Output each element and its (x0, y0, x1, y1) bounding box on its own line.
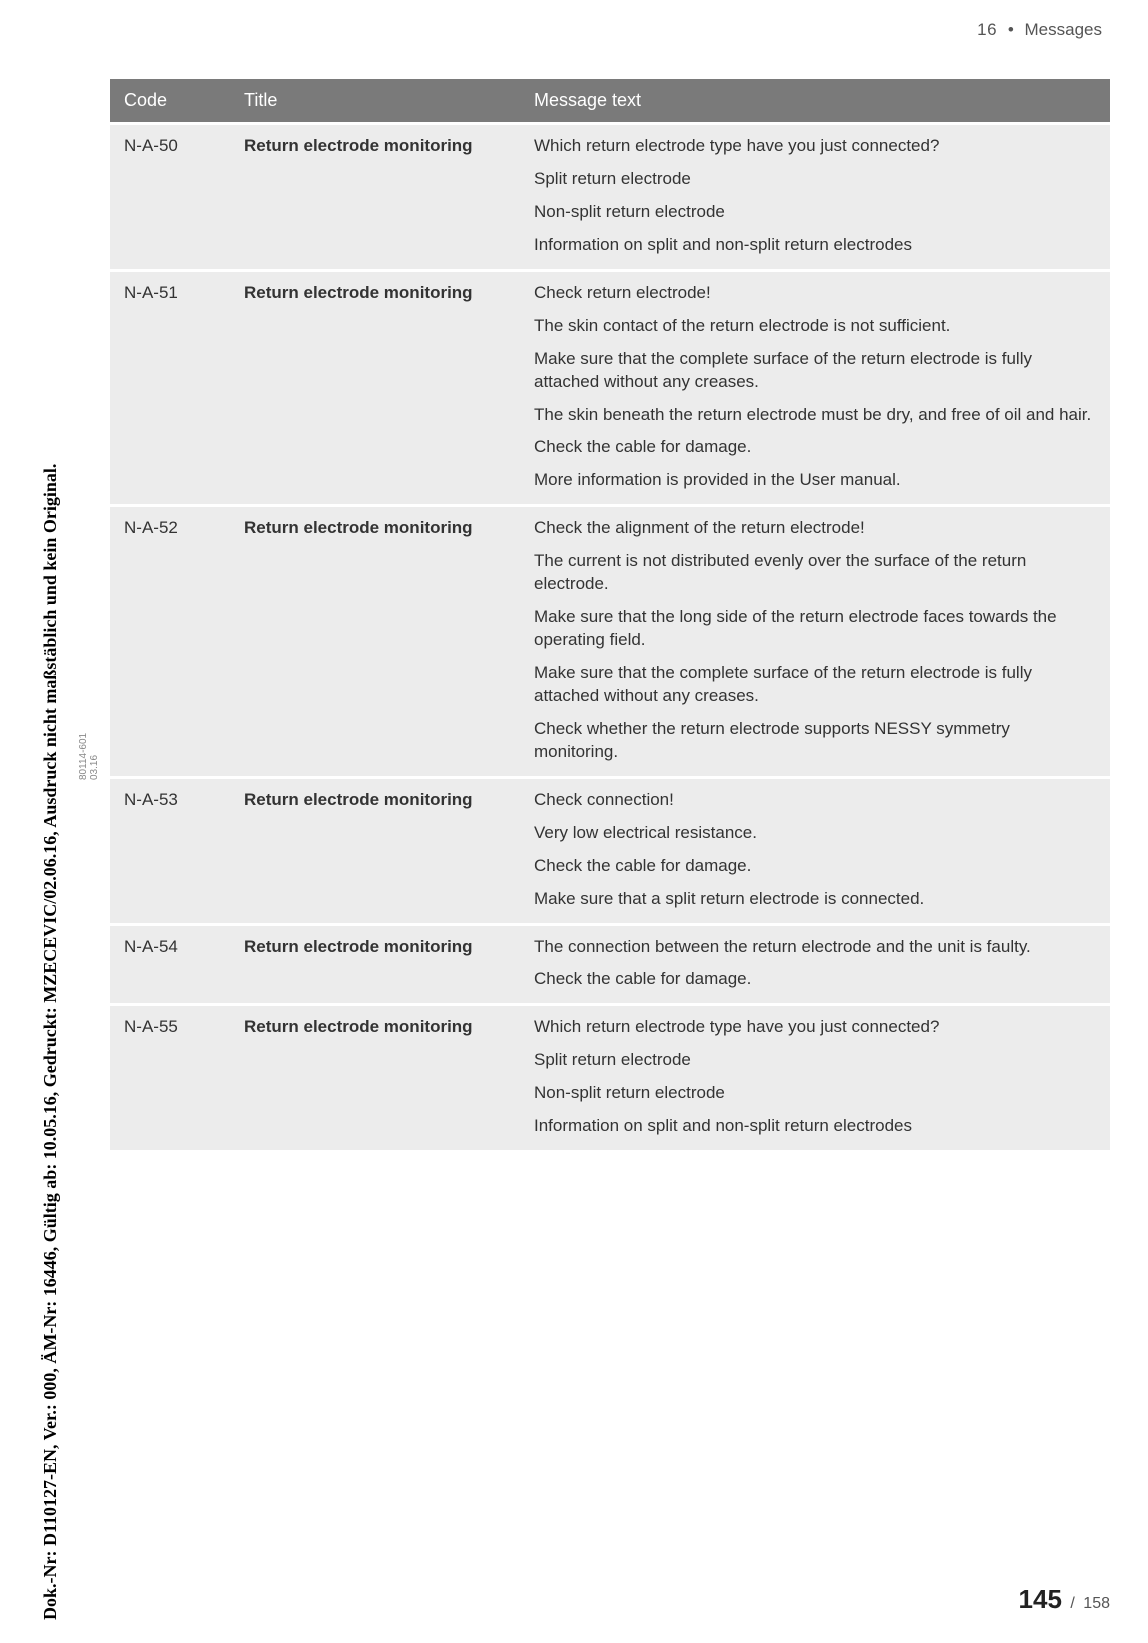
message-line: Check connection! (534, 789, 1096, 812)
message-line: The current is not distributed evenly ov… (534, 550, 1096, 596)
cell-title: Return electrode monitoring (230, 926, 520, 1004)
header-separator: • (1008, 20, 1014, 39)
message-line: The skin beneath the return electrode mu… (534, 404, 1096, 427)
left-margin-note: Dok.-Nr: D110127-EN, Ver.: 000, ÄM-Nr: 1… (40, 464, 61, 1620)
cell-title: Return electrode monitoring (230, 779, 520, 923)
message-line: Information on split and non-split retur… (534, 1115, 1096, 1138)
cell-title: Return electrode monitoring (230, 125, 520, 269)
message-line: The connection between the return electr… (534, 936, 1096, 959)
message-line: The skin contact of the return electrode… (534, 315, 1096, 338)
doc-id-line1: 80114-601 (78, 733, 89, 780)
table-header-row: Code Title Message text (110, 79, 1110, 122)
doc-id-line2: 03.16 (89, 755, 100, 780)
table-row: N-A-50Return electrode monitoring Which r… (110, 125, 1110, 269)
message-line: Non-split return electrode (534, 1082, 1096, 1105)
message-line: Check whether the return electrode suppo… (534, 718, 1096, 764)
cell-message: Check connection! Very low electrical res… (520, 779, 1110, 923)
chapter-title: Messages (1025, 20, 1102, 39)
cell-code: N-A-50 (110, 125, 230, 269)
page-header: 16 • Messages (110, 20, 1110, 76)
table-row: N-A-53Return electrode monitoringCheck c… (110, 779, 1110, 923)
cell-code: N-A-53 (110, 779, 230, 923)
cell-code: N-A-51 (110, 272, 230, 505)
messages-table: Code Title Message text N-A-50Return ele… (110, 76, 1110, 1153)
message-line: Make sure that the complete surface of t… (534, 662, 1096, 708)
col-header-title: Title (230, 79, 520, 122)
page-footer: 145 / 158 (1019, 1584, 1110, 1615)
table-row: N-A-52Return electrode monitoring Check t… (110, 507, 1110, 775)
message-line: Split return electrode (534, 1049, 1096, 1072)
cell-code: N-A-54 (110, 926, 230, 1004)
message-line: Information on split and non-split retur… (534, 234, 1096, 257)
message-line: Split return electrode (534, 168, 1096, 191)
table-body: N-A-50Return electrode monitoringWhich r… (110, 125, 1110, 1150)
message-line: Which return electrode type have you jus… (534, 1016, 1096, 1039)
cell-message: Which return electrode type have you jus… (520, 125, 1110, 269)
message-line: Check the cable for damage. (534, 436, 1096, 459)
message-line: Make sure that the long side of the retu… (534, 606, 1096, 652)
page-total: 158 (1083, 1595, 1110, 1612)
col-header-message: Message text (520, 79, 1110, 122)
message-line: Check the cable for damage. (534, 855, 1096, 878)
cell-code: N-A-52 (110, 507, 230, 775)
message-line: Check the cable for damage. (534, 968, 1096, 991)
chapter-number: 16 (977, 20, 997, 39)
page-separator: / (1070, 1595, 1074, 1612)
message-line: Make sure that a split return electrode … (534, 888, 1096, 911)
cell-message: The connection between the return electr… (520, 926, 1110, 1004)
message-line: Make sure that the complete surface of t… (534, 348, 1096, 394)
message-line: Very low electrical resistance. (534, 822, 1096, 845)
cell-message: Check return electrode! The skin contact … (520, 272, 1110, 505)
table-row: N-A-51Return electrode monitoringCheck r… (110, 272, 1110, 505)
message-line: Which return electrode type have you jus… (534, 135, 1096, 158)
page-current: 145 (1019, 1584, 1062, 1614)
cell-title: Return electrode monitoring (230, 1006, 520, 1150)
table-row: N-A-54Return electrode monitoring The con… (110, 926, 1110, 1004)
page-content: 16 • Messages Code Title Message text N-… (110, 20, 1110, 1153)
table-row: N-A-55Return electrode monitoring Which r… (110, 1006, 1110, 1150)
doc-id-small: 80114-601 03.16 (78, 733, 100, 780)
cell-title: Return electrode monitoring (230, 272, 520, 505)
message-line: More information is provided in the User… (534, 469, 1096, 492)
cell-code: N-A-55 (110, 1006, 230, 1150)
col-header-code: Code (110, 79, 230, 122)
cell-message: Check the alignment of the return electr… (520, 507, 1110, 775)
cell-message: Which return electrode type have you jus… (520, 1006, 1110, 1150)
message-line: Non-split return electrode (534, 201, 1096, 224)
cell-title: Return electrode monitoring (230, 507, 520, 775)
message-line: Check return electrode! (534, 282, 1096, 305)
message-line: Check the alignment of the return electr… (534, 517, 1096, 540)
